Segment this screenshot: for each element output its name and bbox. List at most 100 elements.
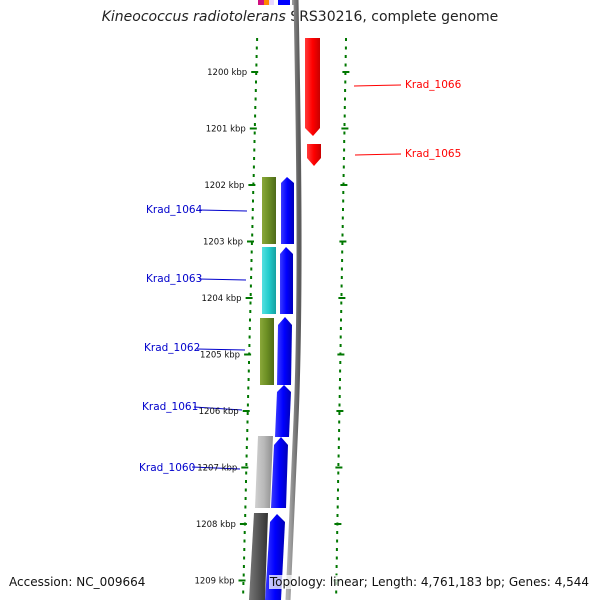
ruler-dot-right <box>339 369 342 373</box>
ruler-dot-left <box>252 174 255 177</box>
leader-krad-1066 <box>353 84 402 87</box>
leader-krad-1060 <box>191 466 241 470</box>
ruler-dot-left <box>252 199 254 203</box>
ruler-dot-left <box>247 386 250 390</box>
cog-block-krad-1063[interactable] <box>262 247 276 314</box>
cog-block-krad-1059[interactable] <box>249 513 268 600</box>
ruler-dot-right <box>344 55 347 58</box>
ruler-dot-right <box>341 216 344 220</box>
gene-arrow-krad-1066[interactable] <box>305 38 320 136</box>
cog-block-krad-1062[interactable] <box>260 318 274 385</box>
gene-arrow-krad-1064[interactable] <box>281 177 294 244</box>
ruler-dot-right <box>341 233 344 237</box>
ruler-dot-right <box>338 403 341 407</box>
leader-krad-1065 <box>354 153 402 156</box>
ruler-dot-right <box>337 463 340 466</box>
ruler-dot-left <box>251 216 254 220</box>
gene-arrow-krad-1061[interactable] <box>275 385 291 437</box>
ruler-dot-right <box>335 556 338 560</box>
ruler-dot-right <box>336 514 339 517</box>
ruler-dot-right <box>337 488 339 492</box>
ruler-dot-right <box>335 565 338 568</box>
gene-features <box>249 38 321 600</box>
ruler-dot-left <box>252 191 255 194</box>
ruler-dot-left <box>250 259 253 262</box>
ruler-dot-right <box>336 497 339 500</box>
gene-label-krad-1066[interactable]: Krad_1066 <box>405 79 462 91</box>
ruler-dot-left <box>249 293 252 296</box>
gene-label-krad-1062[interactable]: Krad_1062 <box>144 342 200 354</box>
ruler-dot-right <box>340 310 343 313</box>
map-title: Kineococcus radiotolerans SRS30216, comp… <box>0 9 600 25</box>
ruler-dot-right <box>337 446 340 449</box>
ruler-dot-left <box>254 89 257 92</box>
ruler-dot-right <box>336 531 339 534</box>
gene-label-krad-1063[interactable]: Krad_1063 <box>146 273 202 285</box>
ruler-dot-left <box>255 72 258 75</box>
ruler-dot-right <box>337 471 340 475</box>
ruler-dot-right <box>343 123 346 126</box>
ruler-dot-right <box>342 191 345 194</box>
ruler-dot-left <box>245 471 248 475</box>
ruler-dot-right <box>343 106 346 109</box>
ruler-dot-left <box>249 318 251 322</box>
ruler-dot-left <box>253 148 256 152</box>
scale-tick-label: 1202 kbp <box>204 181 244 191</box>
ruler-dot-right <box>342 199 345 203</box>
gene-label-krad-1064[interactable]: Krad_1064 <box>146 204 203 216</box>
cog-block-krad-1064[interactable] <box>262 177 276 244</box>
ruler-dot-right <box>345 38 347 41</box>
fragment-blue <box>278 0 290 5</box>
ruler-dot-right <box>343 131 346 135</box>
backbone-line <box>285 0 302 600</box>
gene-arrow-krad-1063[interactable] <box>280 247 293 314</box>
gene-label-krad-1065[interactable]: Krad_1065 <box>405 148 461 160</box>
ruler-dot-right <box>338 412 341 415</box>
ruler-dot-left <box>249 301 252 305</box>
ruler-dot-left <box>250 242 253 245</box>
ruler-dot-right <box>343 114 346 118</box>
ruler-dot-right <box>338 429 341 432</box>
ruler-dot-left <box>254 106 257 109</box>
ruler-dot-left <box>246 429 249 432</box>
ruler-dot-right <box>344 89 347 92</box>
ruler-dot-right <box>336 505 339 509</box>
gene-arrow-krad-1065[interactable] <box>307 144 321 166</box>
ruler-dot-left <box>248 327 251 330</box>
ruler-dot-left <box>248 335 251 339</box>
gene-arrow-krad-1062[interactable] <box>277 317 292 385</box>
ruler-dot-right <box>340 301 343 305</box>
scale-tick-label: 1201 kbp <box>206 125 246 135</box>
ruler-dot-left <box>244 514 247 517</box>
cog-block-krad-1060[interactable] <box>255 436 273 508</box>
ruler-dot-right <box>340 267 343 271</box>
ruler-dot-right <box>339 378 341 381</box>
ruler-dot-left <box>255 46 258 50</box>
ruler-dot-left <box>246 420 249 424</box>
ruler-dot-left <box>243 548 246 551</box>
scale-tick-label: 1203 kbp <box>203 238 243 248</box>
gene-arrow-krad-1060[interactable] <box>271 437 288 508</box>
ruler-dot-left <box>243 556 246 560</box>
ruler-dot-left <box>242 590 245 594</box>
ruler-dot-left <box>250 276 253 279</box>
ruler-dot-right <box>341 225 344 228</box>
ruler-dot-left <box>242 573 245 577</box>
gene-labels: Krad_1066 Krad_1065 Krad_1064 Krad_1063 … <box>139 79 462 474</box>
ruler-dot-left <box>248 361 250 364</box>
gene-label-krad-1060[interactable]: Krad_1060 <box>139 462 195 474</box>
ruler-dot-right <box>341 242 344 245</box>
ruler-dot-left <box>247 395 250 398</box>
scale-tick-label: 1204 kbp <box>202 294 242 304</box>
scale-tick-label: 1208 kbp <box>196 520 236 530</box>
ruler-dot-left <box>250 267 253 271</box>
gene-label-krad-1061[interactable]: Krad_1061 <box>142 401 198 413</box>
ruler-dot-left <box>255 63 258 67</box>
ruler-dot-right <box>337 437 340 441</box>
ruler-dot-left <box>245 463 248 466</box>
genome-summary: Topology: linear; Length: 4,761,183 bp; … <box>268 575 590 589</box>
ruler-dot-left <box>249 310 252 313</box>
ruler-dot-left <box>245 454 248 458</box>
ruler-dot-right <box>342 165 345 169</box>
